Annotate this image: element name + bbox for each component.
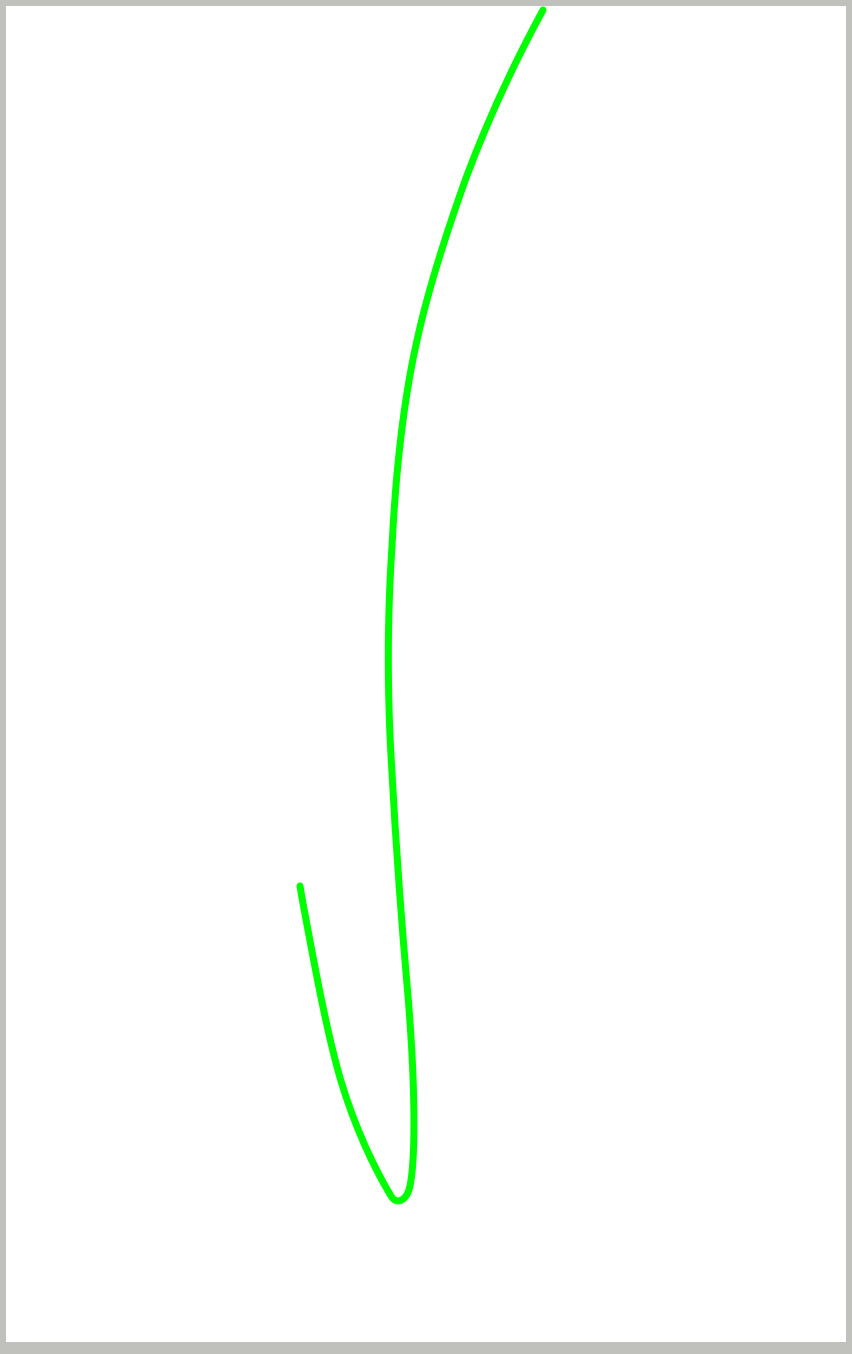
green-freehand-stroke — [296, 6, 547, 1205]
canvas-drawing — [296, 6, 547, 1205]
